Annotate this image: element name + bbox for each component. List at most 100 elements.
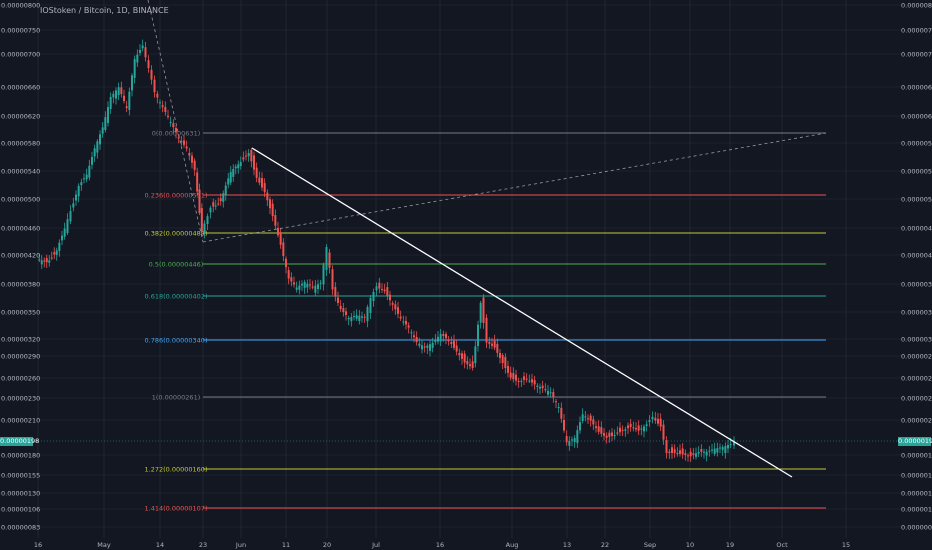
candle-body-down: [504, 357, 507, 368]
candle-body-down: [258, 177, 261, 183]
candle-body-down: [565, 436, 568, 443]
candle-body-down: [200, 208, 203, 233]
x-tick-label: 22: [601, 541, 609, 549]
candle-body-up: [96, 141, 99, 153]
candle-body-up: [237, 164, 240, 169]
candle-body-down: [144, 47, 147, 58]
y-tick-label-left: 0.00000350: [1, 309, 40, 317]
candle-body-up: [72, 203, 75, 208]
y-tick-label-left: 0.00000380: [1, 281, 40, 289]
candle-body-up: [431, 342, 434, 348]
candle-body-down: [541, 385, 544, 389]
candle-body-down: [43, 260, 46, 262]
candle-body-down: [687, 455, 689, 457]
y-tick-label-right: 0.00000350: [901, 309, 932, 317]
candle-body-up: [229, 172, 232, 183]
candle-body-up: [77, 185, 80, 197]
candle-body-down: [363, 316, 366, 318]
candle-body-down: [592, 419, 595, 425]
candle-body-down: [381, 289, 383, 291]
candle-body-down: [692, 453, 695, 455]
candle-body-up: [716, 448, 719, 453]
y-tick-label-right: 0.00000155: [901, 472, 932, 480]
y-tick-label-right: 0.00000260: [901, 375, 932, 383]
candle-body-down: [415, 337, 418, 343]
candle-body-down: [183, 140, 185, 145]
candle-body-up: [115, 90, 117, 99]
candle-body-down: [389, 294, 391, 301]
candle-body-down: [689, 451, 692, 457]
candle-body-up: [568, 440, 571, 446]
candle-body-down: [394, 304, 397, 310]
drawing-lines[interactable]: [147, 0, 827, 478]
candle-body-up: [557, 407, 560, 409]
y-tick-label-left: 0.00000460: [1, 225, 40, 233]
candle-body-down: [496, 343, 499, 353]
candle-body-up: [206, 216, 209, 225]
y-tick-label-left: 0.00000210: [1, 417, 40, 425]
candle-body-down: [501, 355, 504, 363]
candle-body-up: [93, 148, 96, 157]
candle-body-down: [45, 258, 48, 263]
y-tick-label-left: 0.00000180: [1, 452, 40, 460]
candle-body-down: [493, 340, 496, 348]
x-tick-label: Jul: [371, 541, 380, 549]
candle-body-up: [375, 286, 378, 291]
candle-body-down: [488, 341, 491, 344]
candle-body-up: [536, 385, 539, 388]
candle-body-up: [347, 317, 350, 320]
candle-body-down: [587, 418, 589, 420]
chart-title: IOStoken / Bitcoin, 1D, BINANCE: [40, 6, 169, 15]
y-tick-label-left: 0.00000083: [1, 524, 40, 532]
candle-body-down: [405, 320, 407, 325]
candle-body-down: [383, 289, 386, 292]
y-tick-label-right: 0.00000620: [901, 113, 932, 121]
candle-body-up: [426, 345, 429, 348]
candle-body-down: [279, 233, 282, 245]
chart-grid: [0, 0, 932, 538]
candle-body-down: [242, 157, 245, 160]
candle-body-up: [112, 93, 115, 98]
candle-body-up: [69, 211, 72, 222]
candle-body-down: [177, 137, 180, 139]
candle-body-down: [681, 448, 684, 455]
fib-trend-dashed-line: [202, 132, 827, 243]
candle-body-down: [616, 432, 619, 434]
candle-body-down: [533, 380, 536, 385]
candle-body-up: [711, 449, 713, 451]
candle-body-down: [287, 270, 290, 279]
candle-body-down: [463, 353, 466, 363]
candle-body-up: [80, 182, 83, 186]
y-tick-label-right: 0.00000320: [901, 336, 932, 344]
fib-level-label: 1(0.00000261): [152, 394, 201, 402]
x-tick-label: Oct: [776, 541, 788, 549]
candle-body-up: [402, 321, 405, 323]
candle-body-down: [482, 297, 485, 323]
candle-body-up: [437, 336, 439, 342]
candle-body-down: [345, 311, 347, 315]
candle-body-up: [303, 282, 306, 288]
candle-body-down: [619, 427, 621, 433]
y-tick-label-right: 0.00000460: [901, 225, 932, 233]
x-tick-label: 14: [156, 541, 164, 549]
candle-body-up: [101, 127, 104, 134]
candle-body-up: [520, 380, 523, 382]
candle-body-down: [458, 352, 461, 356]
candle-body-up: [724, 446, 727, 453]
y-tick-label-left: 0.00000155: [1, 472, 40, 480]
candle-body-up: [727, 445, 729, 449]
y-tick-label-left: 0.00000130: [1, 490, 40, 498]
candle-body-down: [123, 95, 125, 102]
candle-body-down: [386, 287, 389, 296]
candle-body-down: [185, 146, 188, 149]
candle-body-up: [410, 332, 413, 334]
candle-body-down: [196, 172, 199, 192]
candle-body-down: [560, 407, 563, 419]
fib-level-label: 0.786(0.00000340): [145, 337, 208, 345]
candle-body-down: [461, 353, 463, 359]
candle-body-up: [88, 165, 91, 178]
fib-level-label: 1.414(0.00000107): [145, 505, 208, 513]
x-tick-label: Aug: [506, 541, 519, 549]
candle-body-down: [413, 335, 415, 338]
